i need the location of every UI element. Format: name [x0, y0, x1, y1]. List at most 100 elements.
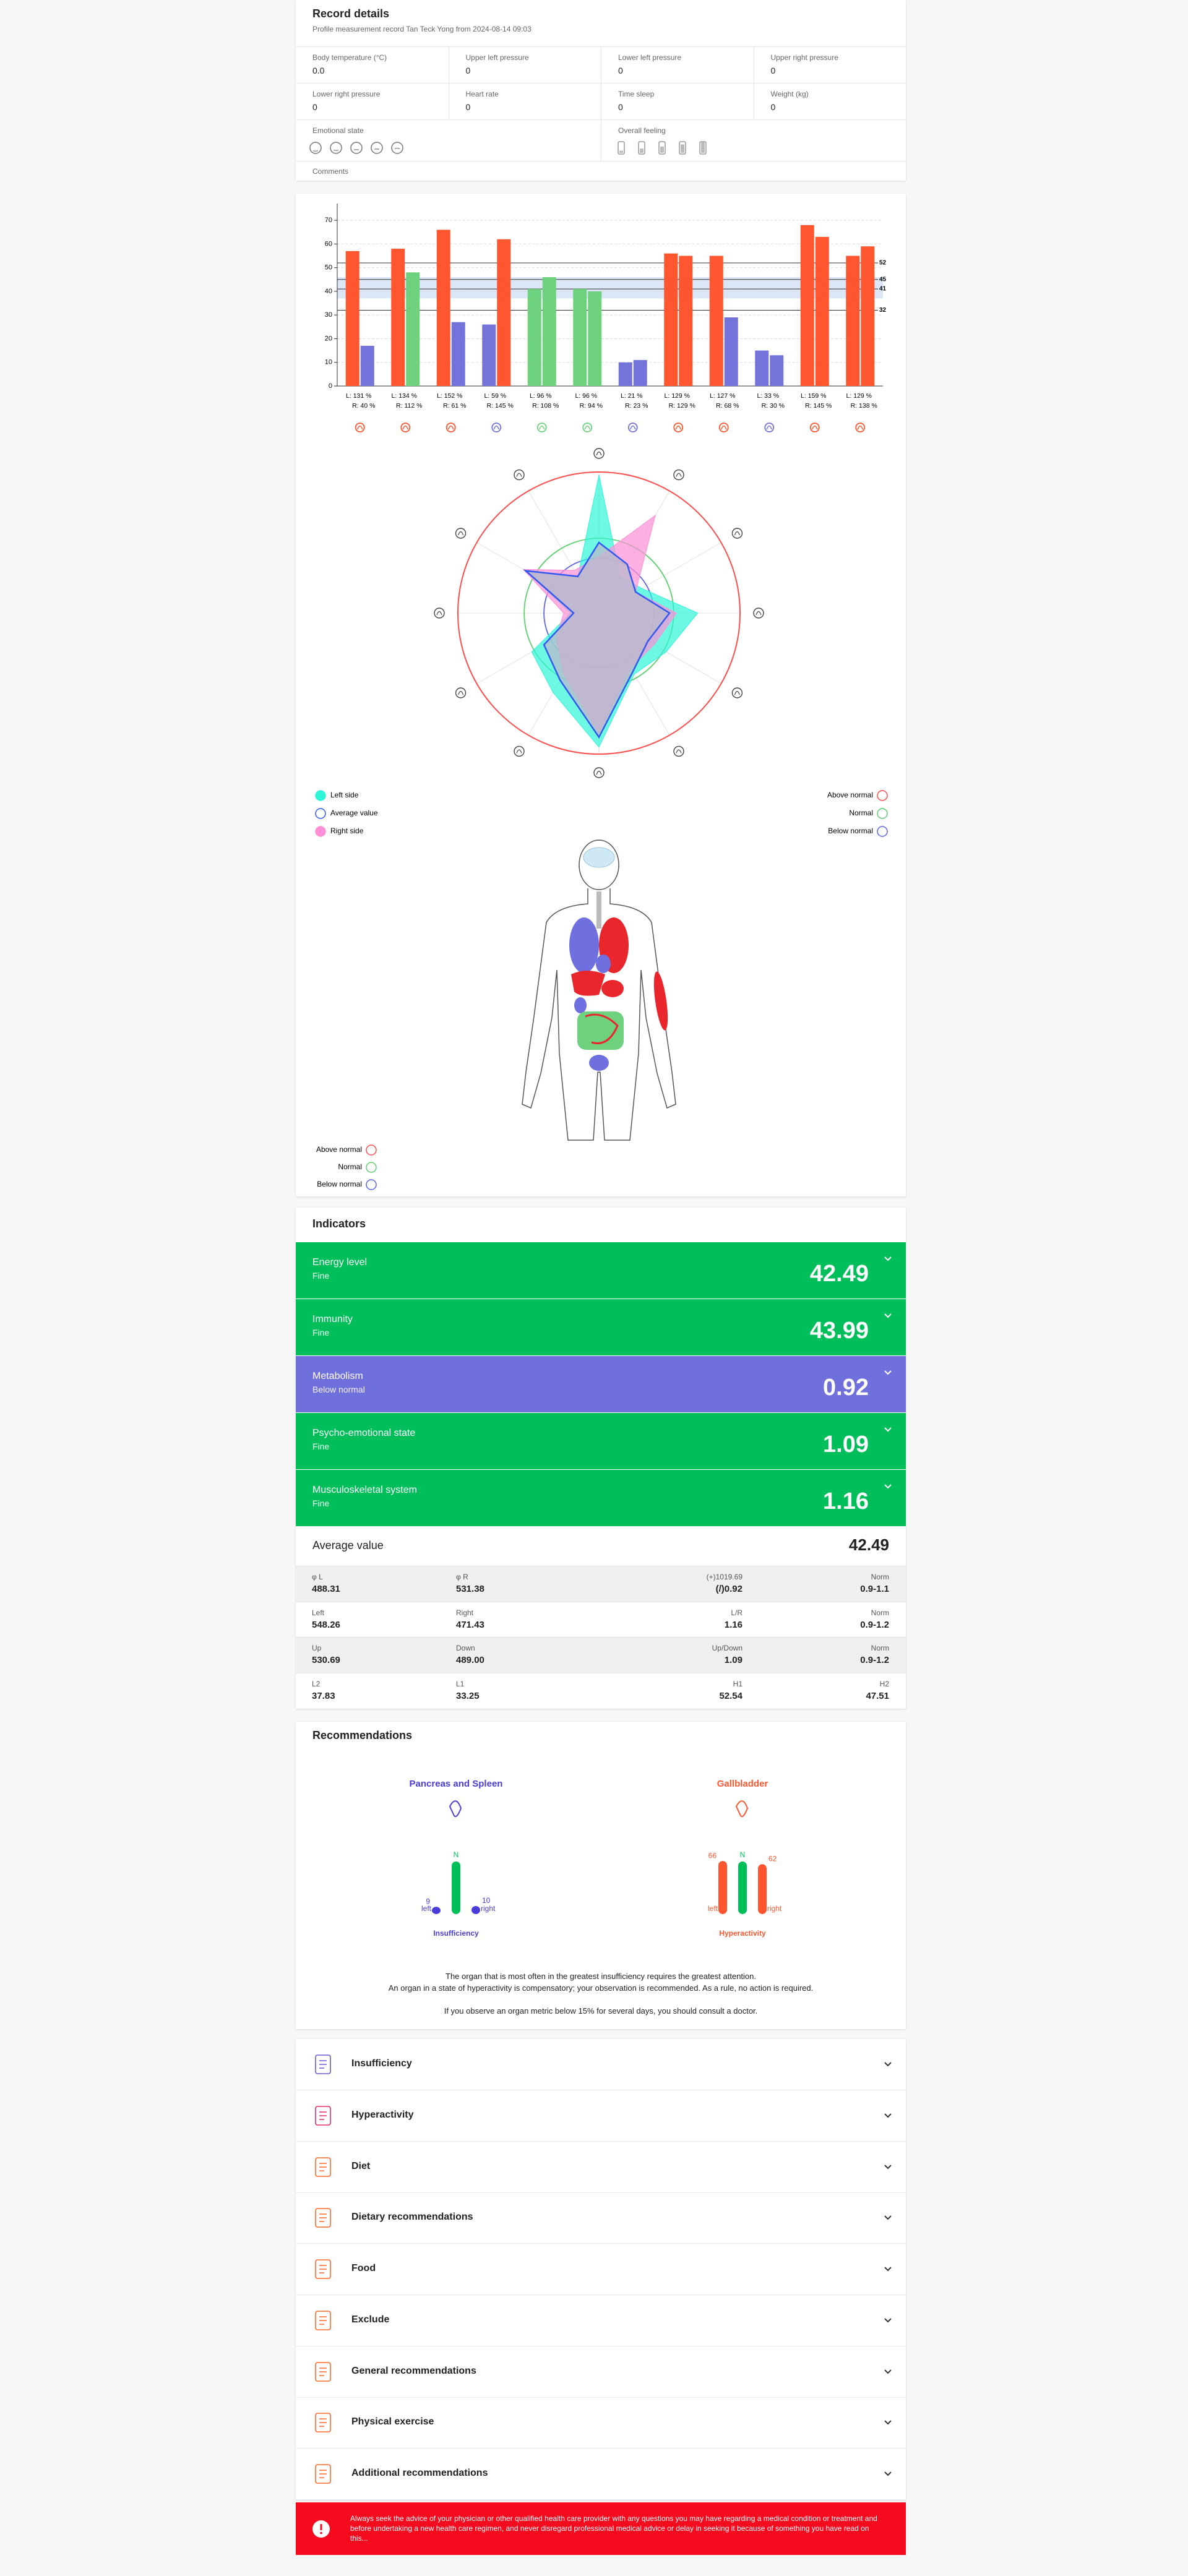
organ-state: Hyperactivity: [719, 1929, 766, 1938]
legend-swatch: [877, 826, 888, 837]
legend-swatch: [877, 790, 888, 801]
radar-icon: [731, 528, 743, 539]
accordion-row[interactable]: Food: [296, 2244, 906, 2295]
legend-label: Right side: [330, 826, 364, 835]
accordion-row[interactable]: Diet: [296, 2142, 906, 2193]
field-cell: Upper left pressure 0: [448, 46, 601, 83]
body-outline: [522, 888, 676, 1141]
indicator-status: Fine: [312, 1328, 330, 1337]
chevron: [884, 2471, 892, 2476]
radar-icon-detail: [458, 690, 464, 695]
organ-icon: [536, 423, 547, 432]
organ-icon: [764, 423, 775, 432]
mini-bar: [432, 1907, 441, 1914]
face-mouth: [312, 150, 319, 152]
body-head: [579, 839, 619, 890]
table-value: 1.16: [724, 1619, 742, 1630]
legend-swatch: [877, 808, 888, 819]
field-value: 0.0: [312, 66, 325, 75]
legend-label: Average value: [330, 809, 378, 817]
note-line: The organ that is most often in the grea…: [446, 1972, 756, 1981]
indicator-row[interactable]: Musculoskeletal system Fine 1.16: [296, 1470, 906, 1526]
accordion-label: General recommendations: [351, 2365, 476, 2376]
accordion-row[interactable]: Dietary recommendations: [296, 2192, 906, 2244]
icon-shape: [315, 2310, 331, 2330]
accordion-label: Insufficiency: [351, 2058, 412, 2069]
bar: [451, 322, 465, 386]
table-value: 489.00: [456, 1655, 484, 1665]
field-cell: Emotional state: [296, 119, 601, 161]
field-label: Upper left pressure: [465, 53, 529, 62]
right-label: R: 23 %: [625, 402, 648, 410]
chevron-icon: [884, 1427, 892, 1432]
table-label: L1: [456, 1679, 465, 1688]
accordion-row[interactable]: Hyperactivity: [296, 2090, 906, 2142]
table-label: Up: [312, 1644, 322, 1652]
indicator-row[interactable]: Immunity Fine 43.99: [296, 1299, 906, 1355]
battery-level: [660, 146, 664, 153]
accordion-label: Diet: [351, 2160, 371, 2171]
organ-icon: [718, 423, 729, 432]
icon-shape: [315, 2208, 331, 2228]
bar: [527, 289, 541, 386]
y-tick-label: 10: [325, 359, 332, 366]
radar-icon: [673, 469, 684, 481]
accordion-label: Exclude: [351, 2314, 390, 2325]
mini-bar-value: 10: [482, 1896, 491, 1905]
battery-icon: [699, 141, 707, 155]
bar: [679, 255, 693, 386]
average-value: 42.49: [848, 1535, 889, 1554]
mini-bar: [738, 1861, 747, 1914]
radar-icon: [731, 687, 743, 698]
normal-label: N: [740, 1850, 746, 1859]
radar-icon: [593, 767, 605, 778]
right-label: R: 61 %: [443, 402, 466, 410]
right-label: R: 112 %: [396, 402, 422, 410]
accordion-row[interactable]: Insufficiency: [296, 2039, 906, 2090]
table-value: 488.31: [312, 1584, 340, 1594]
indicator-status: Fine: [312, 1498, 330, 1508]
icon-shape: [315, 2105, 331, 2126]
organ-icon: [446, 423, 456, 432]
radar-icon-detail: [596, 770, 602, 775]
bar: [618, 362, 632, 386]
radar-icon-detail: [436, 611, 442, 616]
battery-icon: [679, 141, 686, 155]
accordion-row[interactable]: Exclude: [296, 2295, 906, 2346]
bar: [755, 350, 769, 386]
table-value: 0.9-1.1: [860, 1584, 889, 1594]
indicator-status: Fine: [312, 1441, 330, 1451]
table-value: 530.69: [312, 1655, 340, 1665]
right-label: R: 138 %: [851, 402, 877, 410]
accordion-row[interactable]: Physical exercise: [296, 2397, 906, 2449]
table-label: Norm: [871, 1573, 889, 1581]
legend-label: Below normal: [317, 1180, 362, 1188]
mini-bar-value: 66: [708, 1851, 717, 1860]
table-value: 0.9-1.2: [860, 1655, 889, 1665]
indicator-row[interactable]: Energy level Fine 42.49: [296, 1242, 906, 1299]
radar-icon-detail: [516, 473, 522, 477]
normal-band: [337, 277, 883, 299]
mini-bar-value: 62: [768, 1855, 777, 1863]
organ-icon: [449, 1800, 462, 1818]
table-label: L2: [312, 1679, 321, 1688]
indicator-row[interactable]: Psycho-emotional state Fine 1.09: [296, 1413, 906, 1469]
indicator-row[interactable]: Metabolism Below normal 0.92: [296, 1356, 906, 1412]
radar-icon: [434, 608, 445, 619]
y-tick-label: 20: [325, 335, 332, 342]
organ-icon: [491, 423, 502, 432]
organ-name: Gallbladder: [717, 1779, 768, 1789]
bar: [664, 253, 678, 386]
left-label: L: 127 %: [710, 392, 735, 400]
organ-icon-detail: [402, 425, 408, 430]
accordion-row[interactable]: Additional recommendations: [296, 2449, 906, 2500]
field-label: Lower right pressure: [312, 90, 381, 98]
accordion-label: Food: [351, 2263, 376, 2273]
organ-intestines: [577, 1011, 624, 1050]
accordion-row[interactable]: General recommendations: [296, 2346, 906, 2398]
legend-swatch: [315, 808, 326, 819]
accordion-icon: [315, 2464, 331, 2484]
icon-detail: [319, 2213, 327, 2222]
body-figure: [522, 839, 676, 1141]
